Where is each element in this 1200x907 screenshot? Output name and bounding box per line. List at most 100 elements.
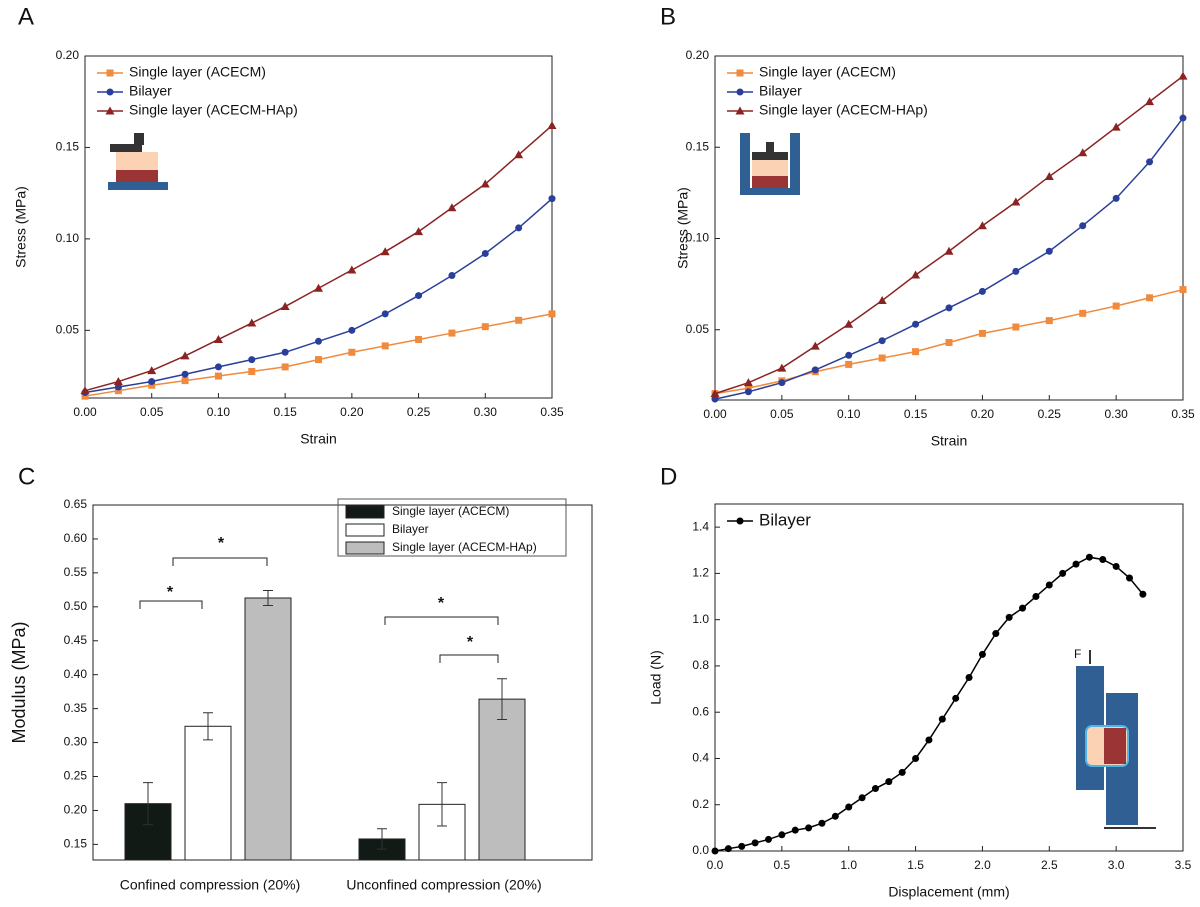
y-tick-label: 0.8 (692, 658, 709, 672)
error-bar (203, 712, 213, 741)
marker (977, 221, 987, 230)
marker (348, 348, 356, 356)
marker (1178, 71, 1188, 80)
marker (248, 356, 256, 364)
x-axis-label: Strain (300, 431, 337, 447)
bar (478, 698, 526, 861)
marker (515, 224, 523, 232)
significance-star: * (467, 634, 474, 651)
marker (845, 351, 853, 359)
marker (805, 824, 813, 832)
marker (381, 342, 389, 350)
error-bar (437, 782, 447, 827)
inset-a (108, 133, 168, 190)
x-tick-label: 0.20 (971, 407, 995, 421)
marker (898, 768, 906, 776)
panel-label: A (18, 3, 34, 30)
marker (952, 694, 960, 702)
significance-bracket (172, 557, 268, 566)
plot-frame (92, 504, 593, 861)
marker (480, 179, 490, 188)
marker (213, 334, 223, 343)
marker (181, 377, 189, 385)
y-tick-label: 0.4 (692, 751, 709, 765)
marker (735, 106, 745, 115)
marker (736, 69, 744, 77)
legend-label: Bilayer (129, 83, 172, 99)
y-tick-label: 0.05 (56, 323, 80, 337)
marker (710, 389, 720, 398)
marker (106, 88, 114, 96)
x-tick-label: 0.00 (703, 407, 727, 421)
marker (114, 383, 122, 391)
x-tick-label: 0.20 (340, 405, 364, 419)
x-tick-label: 0.25 (1038, 407, 1062, 421)
marker (105, 106, 115, 115)
panel-label: B (660, 3, 676, 30)
y-tick-label: 0.0 (692, 843, 709, 857)
y-tick-label: 1.0 (692, 612, 709, 626)
marker (1079, 222, 1087, 230)
marker (247, 318, 257, 327)
marker (844, 319, 854, 328)
plot-frame (714, 55, 1184, 401)
legend-label: Single layer (ACECM) (129, 64, 266, 80)
marker (738, 842, 746, 850)
marker (777, 363, 787, 372)
y-tick-label: 0.35 (64, 701, 88, 715)
x-tick-label: 0.25 (407, 405, 431, 419)
marker (415, 292, 423, 300)
y-tick-label: 0.10 (686, 231, 710, 245)
marker (514, 150, 524, 159)
x-tick-label: 0.15 (904, 407, 928, 421)
error-bar (263, 590, 273, 606)
significance-star: * (218, 535, 225, 552)
marker (1179, 286, 1187, 294)
marker (214, 363, 222, 371)
marker (448, 271, 456, 279)
marker (315, 337, 322, 345)
marker (1111, 122, 1121, 131)
x-tick-label: 0.05 (140, 405, 164, 419)
marker (414, 227, 424, 236)
marker (965, 674, 973, 681)
significance-bracket (139, 600, 203, 609)
inset-d (1076, 650, 1156, 829)
marker (751, 839, 759, 847)
legend-label: Bilayer (759, 510, 811, 529)
marker (415, 335, 423, 343)
marker (314, 283, 323, 292)
y-axis-label: Modulus (MPa) (9, 621, 29, 743)
bar (244, 597, 292, 861)
marker (1012, 267, 1020, 275)
marker (281, 348, 289, 356)
marker (1045, 581, 1053, 589)
marker (978, 287, 986, 295)
legend-swatch (345, 523, 385, 537)
marker (81, 392, 89, 400)
marker (743, 378, 753, 387)
marker (724, 845, 732, 853)
y-tick-label: 0.25 (64, 769, 88, 783)
y-tick-label: 0.20 (56, 48, 80, 62)
marker (347, 265, 357, 274)
marker (548, 310, 556, 318)
marker (1019, 604, 1027, 612)
y-tick-label: 0.55 (64, 565, 88, 579)
marker (214, 372, 222, 380)
y-tick-label: 0.50 (64, 599, 88, 613)
marker (447, 203, 457, 212)
panel-label: D (660, 463, 677, 490)
x-tick-label: Confined compression (20%) (120, 877, 301, 893)
y-tick-label: 0.6 (692, 704, 709, 718)
x-tick-label: 0.00 (73, 405, 97, 419)
marker (938, 715, 946, 723)
marker (380, 247, 390, 256)
significance-bracket (384, 616, 499, 625)
y-axis-label: Stress (MPa) (13, 186, 29, 268)
marker (106, 69, 114, 77)
x-tick-label: 0.30 (474, 405, 498, 419)
y-tick-label: 0.15 (686, 139, 710, 153)
marker (736, 88, 744, 96)
